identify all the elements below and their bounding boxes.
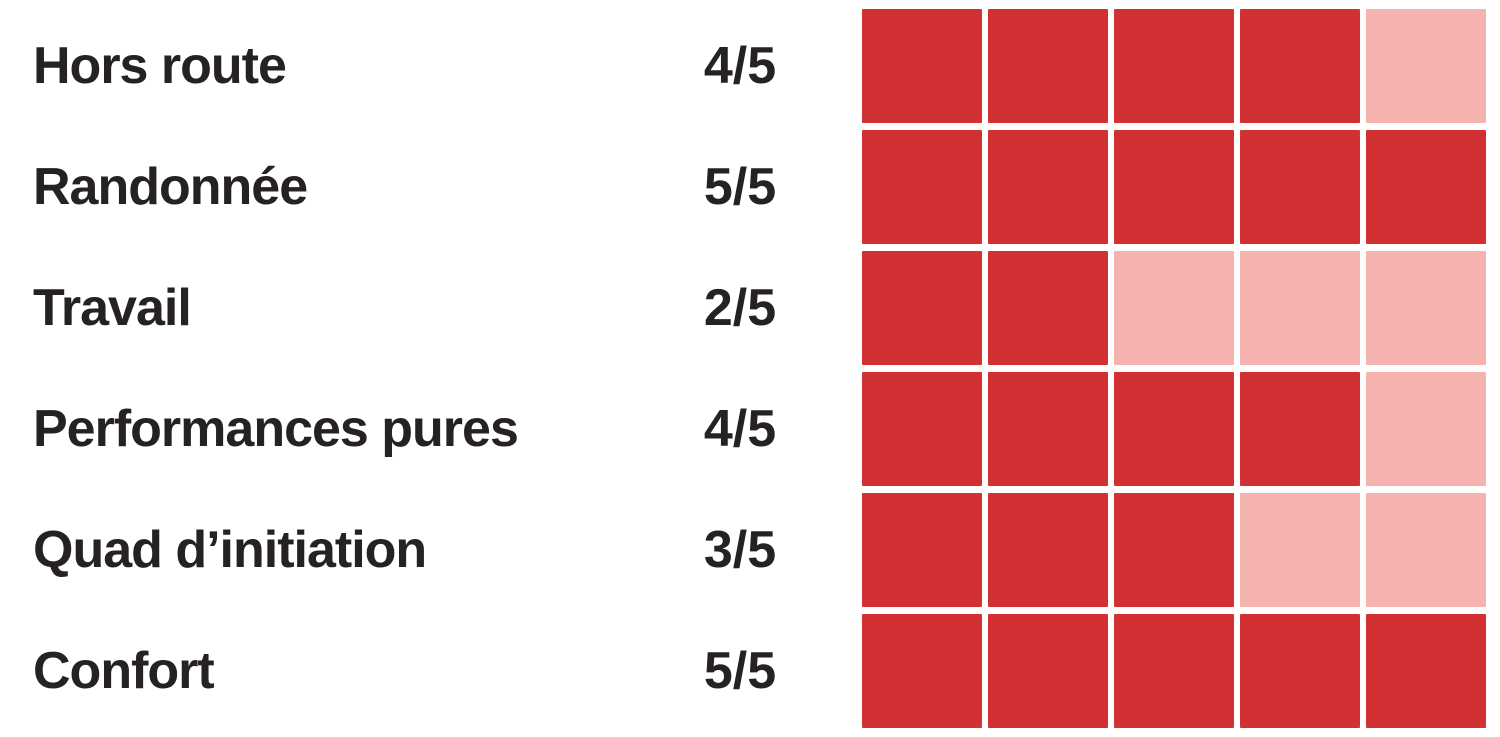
rating-score: 2/5	[703, 279, 777, 337]
rating-cell-filled	[862, 493, 982, 607]
rating-cells	[862, 372, 1486, 486]
rating-score: 4/5	[703, 37, 777, 95]
rating-cell-filled	[1240, 130, 1360, 244]
rating-row: Randonnée 5/5	[0, 130, 1500, 244]
rating-cell-filled	[988, 9, 1108, 123]
rating-cell-filled	[1240, 372, 1360, 486]
rating-cell-filled	[988, 493, 1108, 607]
rating-cells	[862, 130, 1486, 244]
rating-cell-filled	[1114, 130, 1234, 244]
rating-cell-filled	[1114, 614, 1234, 728]
rating-cell-filled	[1366, 614, 1486, 728]
rating-cell-empty	[1240, 251, 1360, 365]
rating-score: 4/5	[703, 400, 777, 458]
rating-cell-filled	[1240, 9, 1360, 123]
rating-cell-empty	[1240, 493, 1360, 607]
rating-cell-empty	[1114, 251, 1234, 365]
rating-score: 5/5	[703, 158, 777, 216]
rating-score: 5/5	[703, 642, 777, 700]
rating-cell-empty	[1366, 251, 1486, 365]
rating-cell-filled	[1114, 9, 1234, 123]
rating-row: Hors route 4/5	[0, 9, 1500, 123]
rating-cell-filled	[862, 251, 982, 365]
rating-cell-filled	[988, 614, 1108, 728]
rating-label: Randonnée	[33, 158, 308, 216]
rating-cell-filled	[1366, 130, 1486, 244]
rating-cell-filled	[862, 372, 982, 486]
rating-cells	[862, 9, 1486, 123]
rating-label: Hors route	[33, 37, 287, 95]
rating-label: Travail	[33, 279, 192, 337]
rating-cell-filled	[988, 130, 1108, 244]
rating-label: Confort	[33, 642, 215, 700]
rating-cells	[862, 614, 1486, 728]
rating-label: Performances pures	[33, 400, 519, 458]
rating-cell-filled	[862, 130, 982, 244]
rating-cells	[862, 493, 1486, 607]
rating-cell-filled	[862, 9, 982, 123]
rating-row: Confort 5/5	[0, 614, 1500, 728]
rating-cell-filled	[1240, 614, 1360, 728]
rating-cell-empty	[1366, 372, 1486, 486]
rating-cell-empty	[1366, 9, 1486, 123]
rating-label: Quad d’initiation	[33, 521, 427, 579]
rating-row: Travail 2/5	[0, 251, 1500, 365]
rating-cells	[862, 251, 1486, 365]
rating-score: 3/5	[703, 521, 777, 579]
rating-cell-filled	[988, 251, 1108, 365]
rating-cell-filled	[988, 372, 1108, 486]
rating-row: Performances pures 4/5	[0, 372, 1500, 486]
rating-row: Quad d’initiation 3/5	[0, 493, 1500, 607]
rating-cell-filled	[862, 614, 982, 728]
rating-cell-filled	[1114, 372, 1234, 486]
rating-cell-empty	[1366, 493, 1486, 607]
rating-cell-filled	[1114, 493, 1234, 607]
